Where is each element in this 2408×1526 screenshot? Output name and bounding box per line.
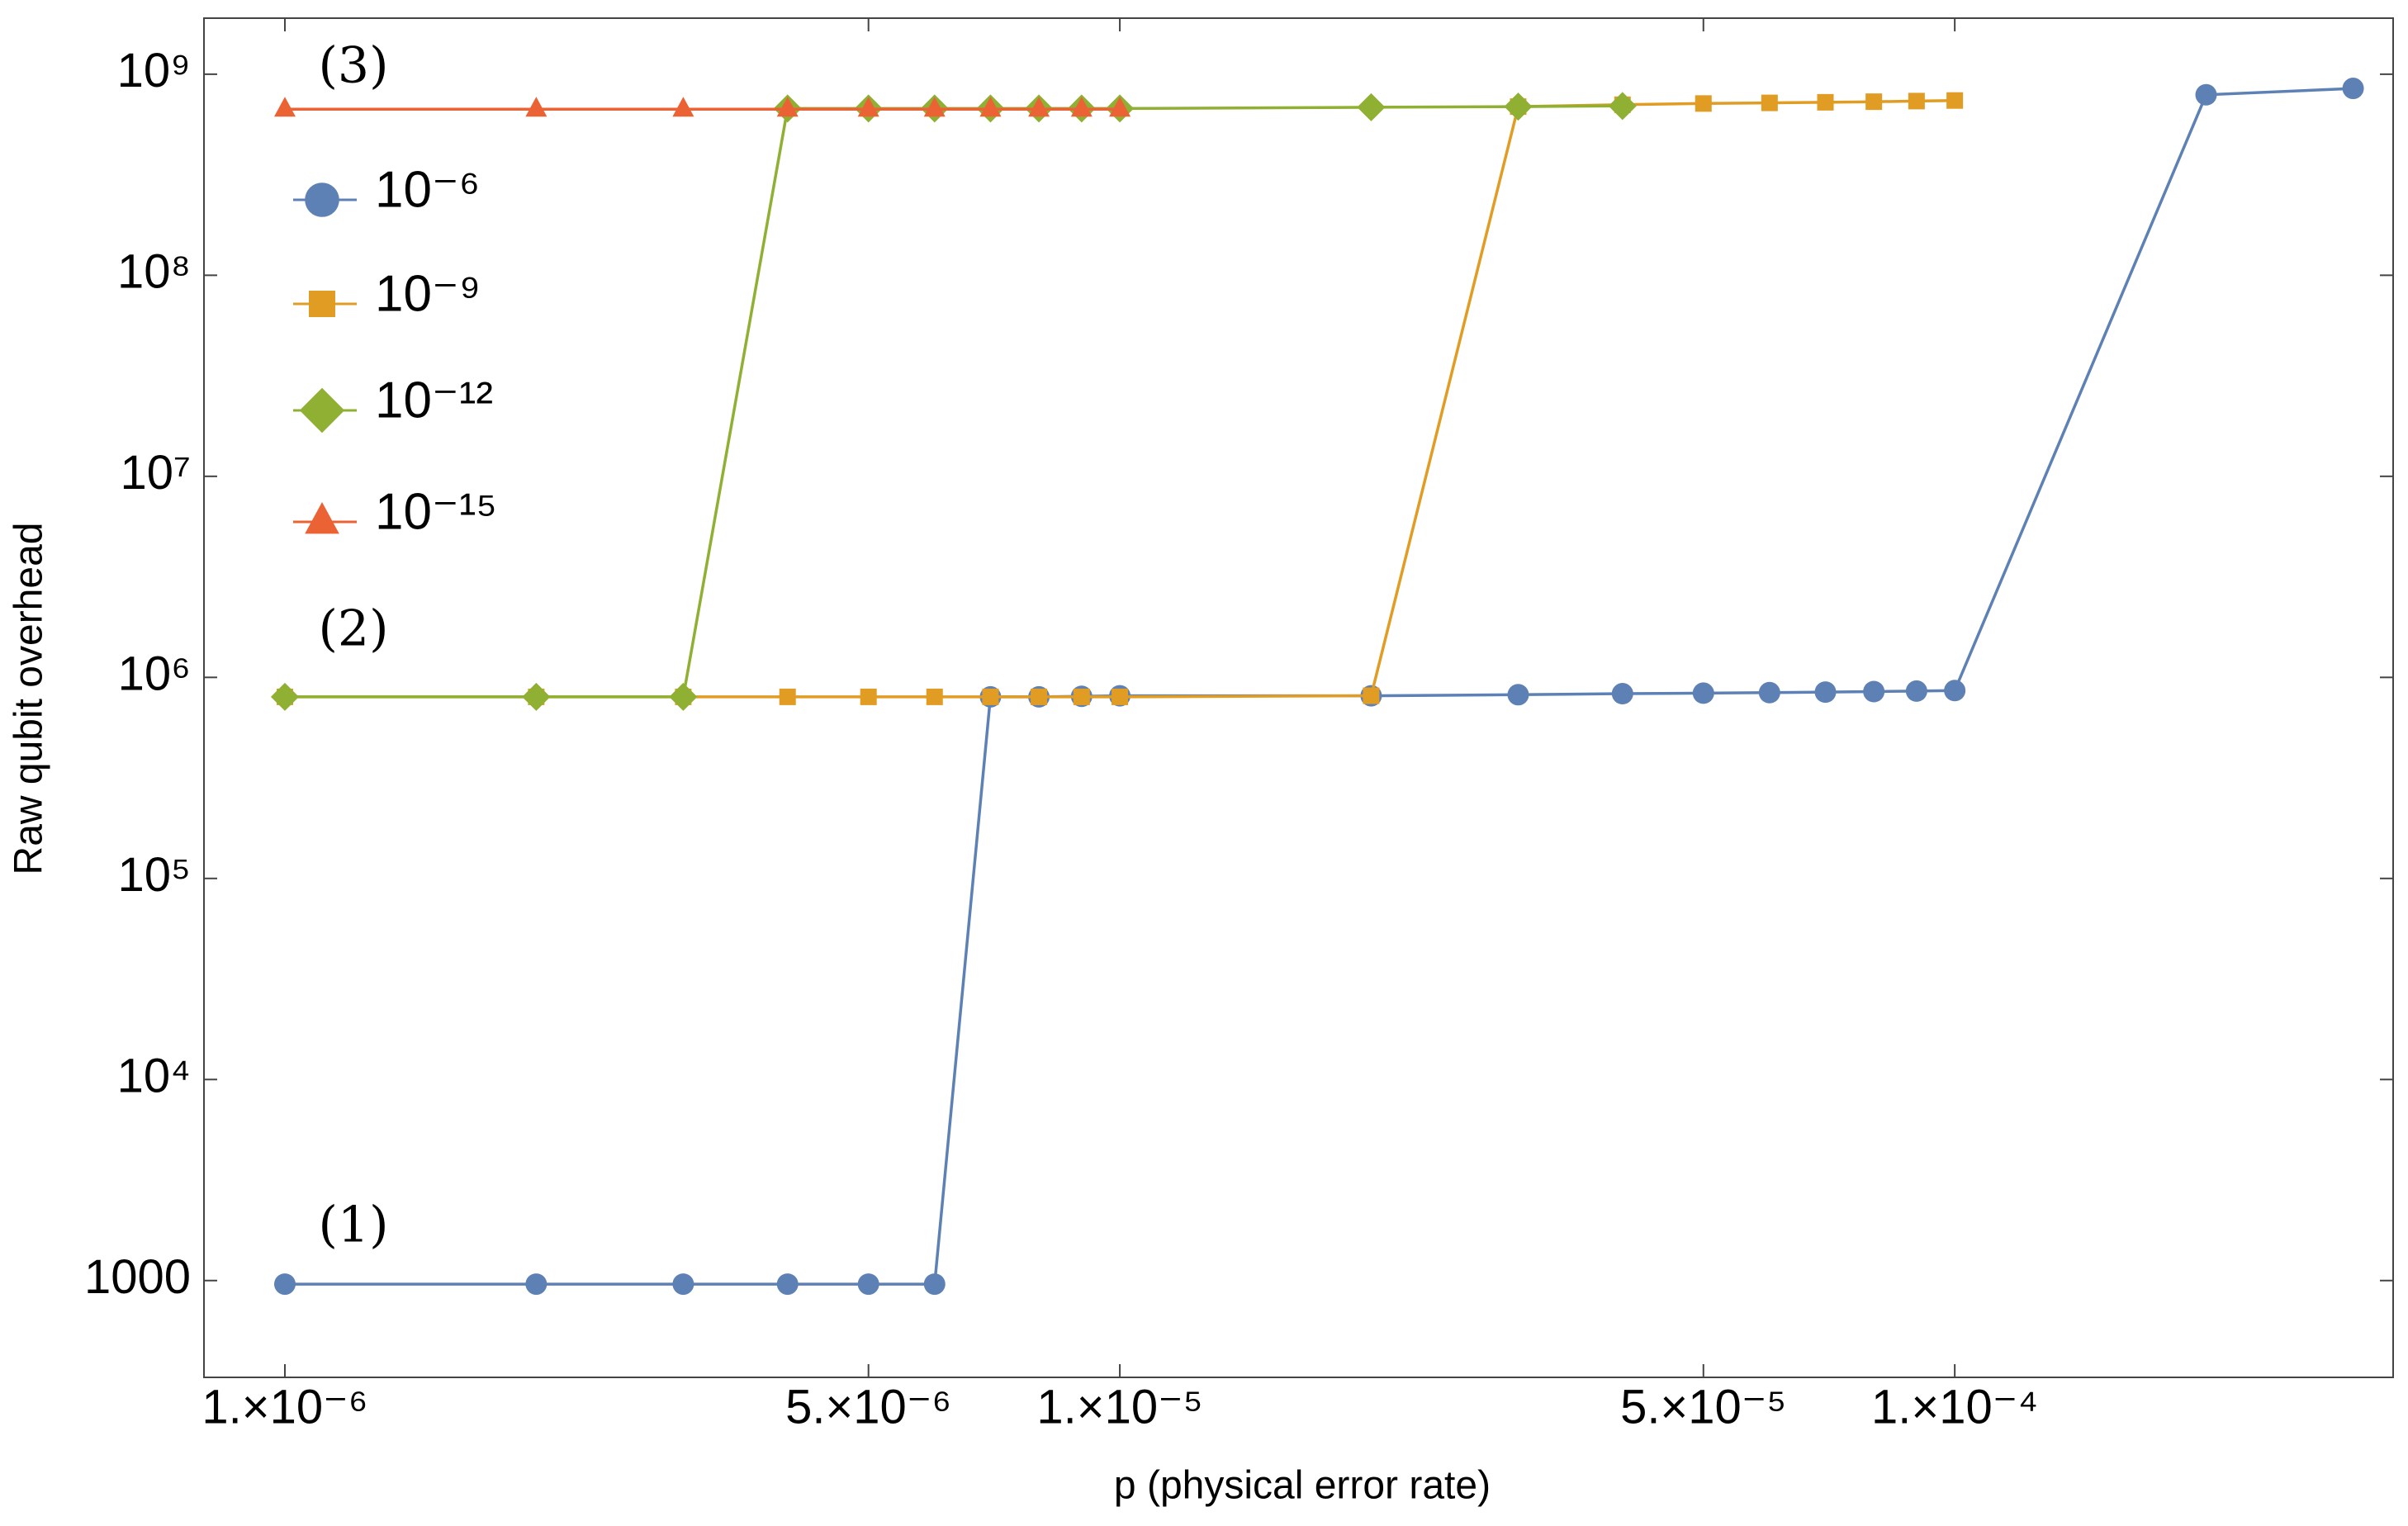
point [1608,92,1637,121]
point [923,1273,946,1296]
point [926,688,943,705]
point [979,97,1002,117]
x-tick-label: 1.×10⁻⁶ [201,1380,367,1434]
point [1031,688,1048,705]
point [1363,687,1380,704]
point [1908,92,1925,110]
point [1611,683,1633,705]
point [857,97,879,117]
point [1944,680,1966,702]
point [1507,684,1529,706]
point [982,688,999,705]
y-tick-label: 1000 [84,1250,191,1304]
point [1357,92,1386,121]
annotation: (1) [319,1197,389,1254]
annotation: (3) [319,37,389,95]
point [522,682,551,711]
point [2342,78,2364,100]
point [273,1273,296,1296]
annotation: (2) [319,600,389,658]
y-tick-label: 10⁷ [121,446,192,500]
x-tick-label: 1.×10⁻⁴ [1871,1380,2038,1434]
point [1112,688,1129,705]
point [1070,97,1093,117]
legend-label: 10⁻⁹ [375,265,481,322]
x-tick-label: 1.×10⁻⁵ [1036,1380,1202,1434]
point [273,97,296,117]
legend-label: 10⁻¹⁵ [375,483,497,540]
point [1761,94,1778,111]
series-line [285,98,1955,699]
point [1504,92,1533,121]
legend-marker [305,182,339,217]
y-tick-label: 10⁴ [117,1050,191,1103]
point [1692,682,1714,704]
point [776,97,799,117]
point [525,1273,547,1296]
legend-marker [309,291,335,318]
legend-marker [305,502,339,534]
legend-label: 10⁻¹² [375,372,493,429]
point [1905,680,1927,702]
point [1758,681,1780,704]
x-tick-label: 5.×10⁻⁵ [1620,1380,1786,1434]
point [525,97,547,117]
point [1109,97,1131,117]
y-axis-title: Raw qubit overhead [7,523,51,875]
point [857,1273,879,1296]
series-line [285,87,2353,1286]
point [1073,688,1090,705]
point [1028,97,1050,117]
point [779,688,796,705]
y-tick-label: 10⁵ [117,848,191,902]
point [669,682,698,711]
y-tick-label: 10⁶ [118,647,191,701]
point [270,682,299,711]
point [672,1273,694,1296]
point [860,688,877,705]
plot-frame [203,17,2394,1378]
legend-label: 10⁻⁶ [375,161,480,218]
point [1865,93,1883,111]
point [923,97,946,117]
point [1946,92,1964,109]
y-tick-label: 10⁹ [117,44,191,97]
point [672,97,694,117]
point [1863,680,1885,703]
point [2195,83,2217,106]
x-axis-title: p (physical error rate) [1114,1464,1491,1508]
legend-marker [299,387,345,434]
point [1695,95,1712,112]
y-tick-label: 10⁸ [117,245,191,299]
point [776,1273,799,1296]
x-tick-label: 5.×10⁻⁶ [785,1380,951,1434]
point [1814,681,1837,704]
point [1817,93,1834,111]
